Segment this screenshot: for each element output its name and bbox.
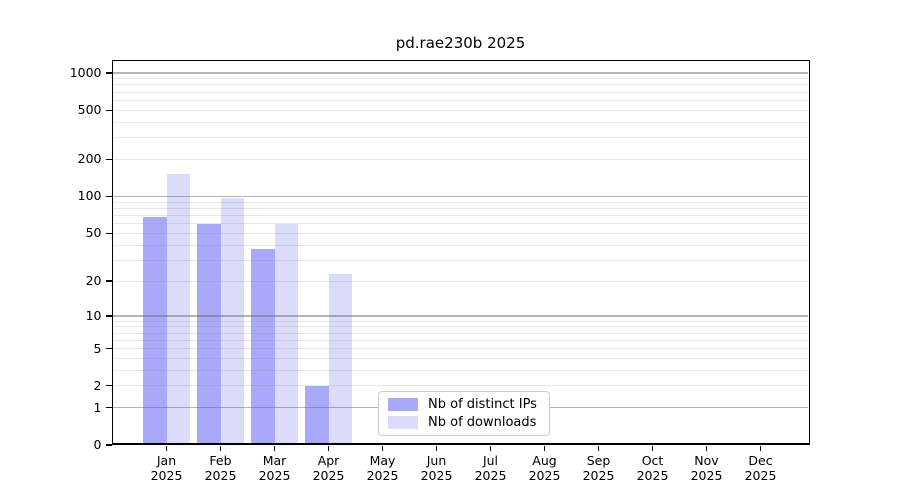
minor-gridline-600	[113, 99, 809, 101]
y-tick-mark-200	[105, 158, 112, 161]
bar-nb-of-downloads-feb-2025	[220, 197, 244, 444]
x-tick-mark-oct-2025	[651, 446, 654, 452]
y-tick-label-20: 20	[85, 273, 102, 289]
minor-gridline-9	[113, 320, 809, 322]
minor-gridline-200	[113, 158, 809, 160]
minor-gridline-80	[113, 207, 809, 209]
x-tick-label-sep-2025: Sep 2025	[582, 452, 615, 484]
x-tick-label-jun-2025: Jun 2025	[420, 452, 453, 484]
legend-item-nb-of-downloads: Nb of downloads	[388, 415, 537, 430]
legend-item-nb-of-distinct-ips: Nb of distinct IPs	[388, 397, 537, 412]
x-tick-mark-apr-2025	[327, 446, 330, 452]
legend-label: Nb of downloads	[428, 415, 537, 430]
minor-gridline-2	[113, 385, 809, 387]
bar-nb-of-downloads-mar-2025	[274, 223, 298, 444]
y-tick-label-50: 50	[85, 225, 102, 241]
minor-gridline-800	[113, 84, 809, 86]
y-tick-mark-20	[105, 280, 112, 282]
x-tick-label-mar-2025: Mar 2025	[258, 452, 291, 484]
y-tick-mark-2	[105, 385, 112, 387]
legend-label: Nb of distinct IPs	[428, 397, 537, 412]
y-tick-mark-100	[105, 195, 112, 198]
x-tick-label-jul-2025: Jul 2025	[474, 452, 507, 484]
y-tick-mark-0	[105, 444, 112, 446]
x-tick-label-may-2025: May 2025	[366, 452, 399, 484]
bar-nb-of-distinct-ips-apr-2025	[305, 385, 329, 444]
x-tick-mark-may-2025	[381, 446, 384, 452]
y-tick-label-200: 200	[77, 151, 102, 167]
minor-gridline-300	[113, 137, 809, 139]
x-tick-label-dec-2025: Dec 2025	[744, 452, 777, 484]
minor-gridline-50	[113, 232, 809, 234]
major-gridline-100	[113, 195, 809, 198]
x-tick-label-jan-2025: Jan 2025	[150, 452, 183, 484]
minor-gridline-20	[113, 280, 809, 282]
x-tick-mark-nov-2025	[705, 446, 708, 452]
y-tick-mark-10	[105, 315, 112, 317]
x-tick-label-apr-2025: Apr 2025	[312, 452, 345, 484]
minor-gridline-700	[113, 91, 809, 93]
minor-gridline-70	[113, 214, 809, 216]
minor-gridline-40	[113, 244, 809, 246]
x-tick-mark-jul-2025	[489, 446, 492, 452]
major-gridline-1000	[113, 72, 809, 74]
y-tick-label-500: 500	[77, 102, 102, 118]
x-tick-mark-jan-2025	[165, 446, 168, 452]
y-tick-mark-50	[105, 232, 112, 234]
minor-gridline-90	[113, 201, 809, 203]
x-tick-label-nov-2025: Nov 2025	[690, 452, 723, 484]
minor-gridline-5	[113, 348, 809, 349]
y-tick-mark-1000	[105, 72, 112, 74]
legend-swatch-nb-of-distinct-ips	[388, 398, 418, 411]
y-tick-label-1: 1	[93, 399, 102, 415]
x-tick-mark-mar-2025	[273, 446, 276, 452]
major-gridline-10	[113, 315, 809, 317]
minor-gridline-30	[113, 259, 809, 261]
bar-nb-of-downloads-jan-2025	[166, 174, 190, 444]
minor-gridline-4	[113, 357, 809, 359]
legend: Nb of distinct IPs Nb of downloads	[378, 391, 550, 436]
bar-nb-of-distinct-ips-mar-2025	[251, 249, 275, 444]
x-tick-mark-jun-2025	[435, 446, 438, 452]
minor-gridline-3	[113, 369, 809, 371]
minor-gridline-7	[113, 332, 809, 334]
x-tick-label-feb-2025: Feb 2025	[204, 452, 237, 484]
y-tick-label-2: 2	[93, 377, 102, 393]
y-tick-mark-5	[105, 347, 112, 350]
x-tick-label-oct-2025: Oct 2025	[636, 452, 669, 484]
y-tick-mark-1	[105, 407, 112, 409]
legend-swatch-nb-of-downloads	[388, 416, 418, 429]
y-tick-mark-500	[105, 109, 112, 111]
minor-gridline-900	[113, 78, 809, 80]
minor-gridline-60	[113, 223, 809, 225]
x-tick-mark-dec-2025	[759, 446, 762, 452]
chart-title: pd.rae230b 2025	[395, 34, 526, 52]
bar-nb-of-distinct-ips-feb-2025	[197, 223, 221, 444]
x-tick-mark-sep-2025	[597, 446, 600, 452]
y-tick-label-0: 0	[93, 437, 102, 452]
y-tick-label-5: 5	[93, 340, 102, 356]
minor-gridline-400	[113, 121, 809, 123]
y-tick-label-10: 10	[85, 307, 102, 323]
y-tick-label-1000: 1000	[69, 64, 102, 80]
x-tick-label-aug-2025: Aug 2025	[528, 452, 561, 484]
y-tick-label-100: 100	[77, 188, 102, 204]
minor-gridline-500	[113, 109, 809, 111]
x-tick-mark-feb-2025	[219, 446, 222, 452]
minor-gridline-6	[113, 339, 809, 341]
minor-gridline-8	[113, 326, 809, 328]
x-tick-mark-aug-2025	[543, 446, 546, 452]
bar-nb-of-distinct-ips-jan-2025	[143, 216, 167, 444]
